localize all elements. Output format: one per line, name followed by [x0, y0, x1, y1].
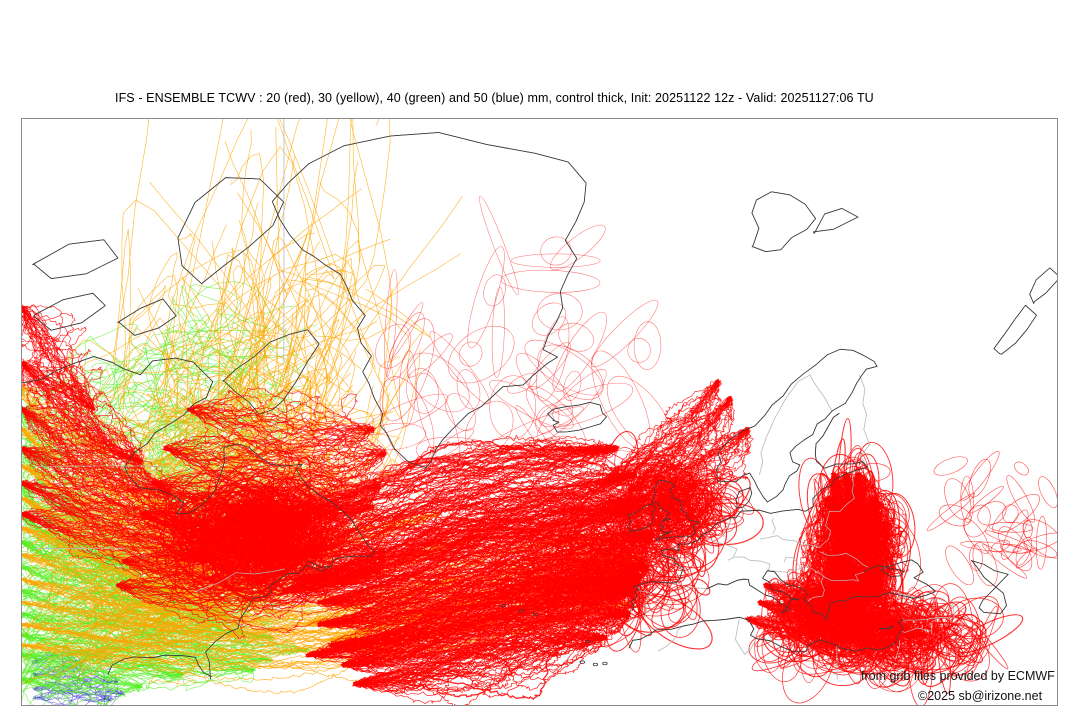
ensemble-spaghetti-map [22, 119, 1057, 705]
copyright-credit: ©2025 sb@irizone.net [918, 689, 1043, 703]
chart-title: IFS - ENSEMBLE TCWV : 20 (red), 30 (yell… [115, 91, 874, 105]
map-panel [21, 118, 1058, 706]
data-source-credit: from grib files provided by ECMWF [861, 669, 1055, 683]
